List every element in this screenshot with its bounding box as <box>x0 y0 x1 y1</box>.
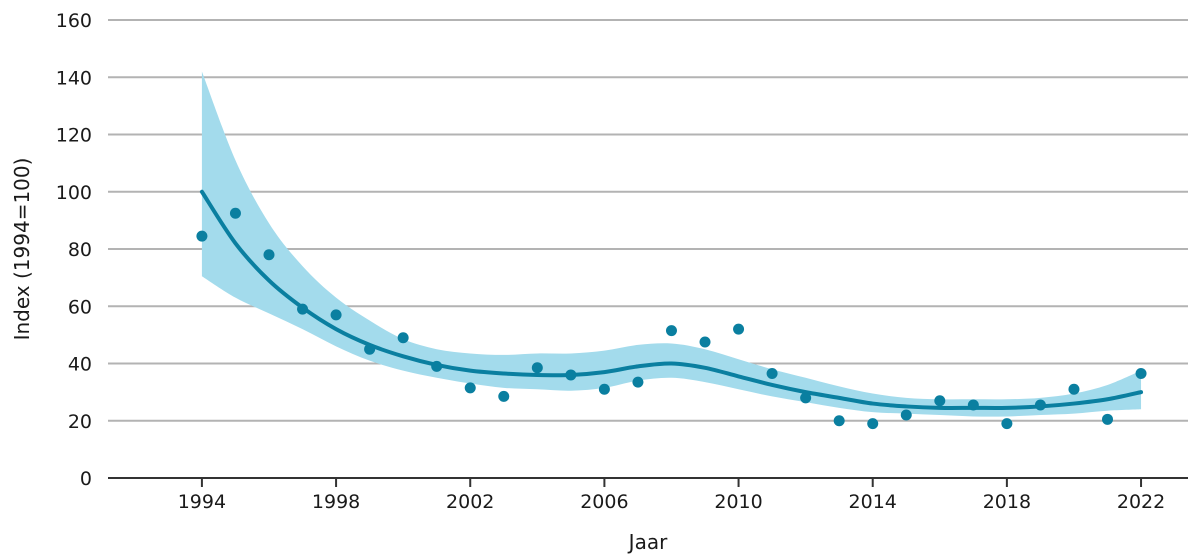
y-tick-label-20: 20 <box>68 411 92 433</box>
y-tick-label-160: 160 <box>56 10 92 32</box>
data-point-2000 <box>397 332 409 344</box>
data-point-2002 <box>464 382 476 394</box>
x-tick-label-2022: 2022 <box>1117 491 1165 513</box>
x-tick-label-2014: 2014 <box>849 491 897 513</box>
data-point-1997 <box>297 303 309 315</box>
data-point-2015 <box>900 409 912 421</box>
data-point-2005 <box>565 369 577 381</box>
x-tick-label-2002: 2002 <box>446 491 494 513</box>
data-point-2019 <box>1034 399 1046 411</box>
x-tick-label-2010: 2010 <box>714 491 762 513</box>
y-tick-label-0: 0 <box>80 468 92 490</box>
data-point-2017 <box>967 399 979 411</box>
trend-line <box>199 189 1144 410</box>
data-point-2013 <box>833 415 845 427</box>
data-point-2020 <box>1068 383 1080 395</box>
data-point-2014 <box>867 418 879 430</box>
confidence-band-area <box>201 71 1142 417</box>
data-point-1996 <box>263 249 275 261</box>
confidence-band <box>201 71 1142 417</box>
y-tick-label-120: 120 <box>56 125 92 147</box>
x-tick-label-1994: 1994 <box>178 491 226 513</box>
data-points <box>196 207 1147 430</box>
data-point-2004 <box>531 362 543 374</box>
y-tick-label-140: 140 <box>56 67 92 89</box>
data-point-2018 <box>1001 418 1013 430</box>
data-point-2021 <box>1102 413 1114 425</box>
data-point-2011 <box>766 368 778 380</box>
x-axis-title: Jaar <box>627 530 668 554</box>
data-point-2022 <box>1135 368 1147 380</box>
data-point-2007 <box>632 376 644 388</box>
x-tick-label-1998: 1998 <box>312 491 360 513</box>
data-point-1994 <box>196 230 208 242</box>
y-tick-label-80: 80 <box>68 239 92 261</box>
data-point-1999 <box>364 343 376 355</box>
data-point-2016 <box>934 395 946 407</box>
data-point-2003 <box>498 390 510 402</box>
data-point-2008 <box>665 325 677 337</box>
data-point-1995 <box>229 207 241 219</box>
trend-line-path <box>199 189 1144 410</box>
y-tick-label-100: 100 <box>56 182 92 204</box>
y-tick-label-60: 60 <box>68 296 92 318</box>
data-point-2010 <box>733 323 745 335</box>
data-point-2001 <box>431 360 443 372</box>
tick-labels: 0 20 40 60 80 100 120 140 160 1994 1998 2002 2006 201… <box>56 10 1165 513</box>
axes <box>108 477 1188 487</box>
data-point-2009 <box>699 336 711 348</box>
data-point-2012 <box>800 392 812 404</box>
data-point-2006 <box>598 383 610 395</box>
data-point-1998 <box>330 309 342 321</box>
x-tick-label-2018: 2018 <box>983 491 1031 513</box>
x-tick-label-2006: 2006 <box>580 491 628 513</box>
y-axis-title: Index (1994=100) <box>10 158 34 341</box>
y-tick-label-40: 40 <box>68 354 92 376</box>
